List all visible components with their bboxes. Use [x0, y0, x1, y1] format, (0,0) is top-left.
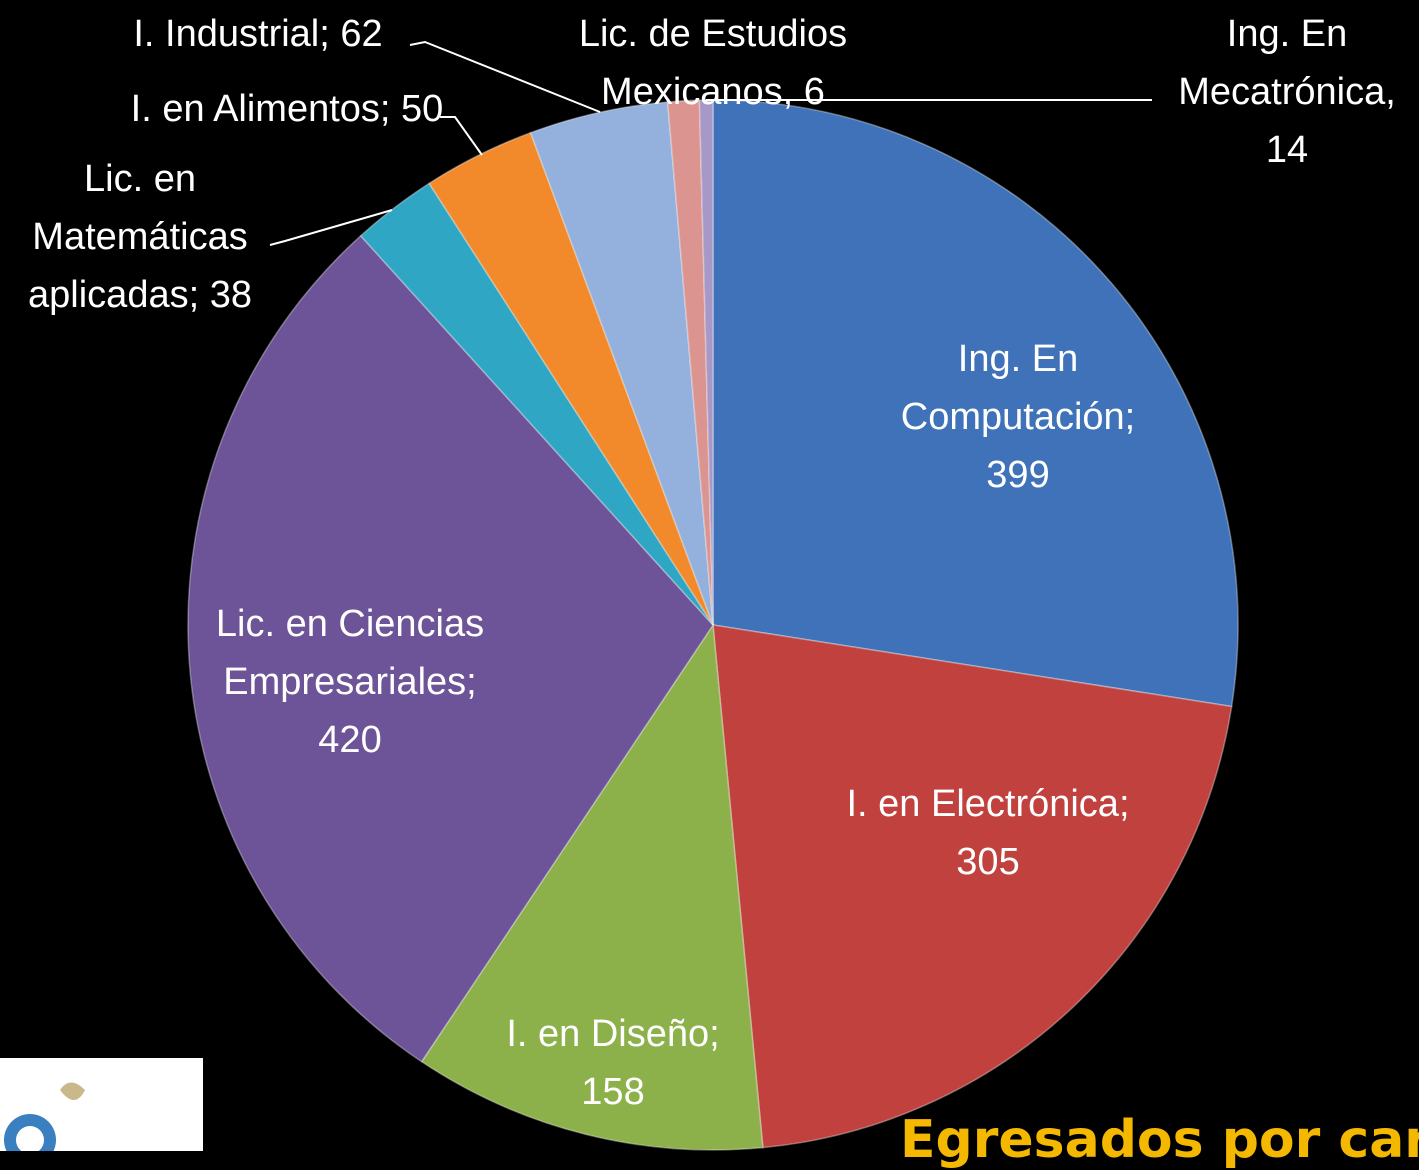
data-label: Lic. en Matemáticas aplicadas; 38	[28, 158, 252, 316]
pie-slice	[666, 99, 714, 626]
data-label: I. en Electrónica; 305	[846, 783, 1130, 883]
data-label: I. en Diseño; 158	[506, 1013, 720, 1113]
data-label: Lic. en Ciencias Empresariales; 420	[215, 603, 485, 761]
data-label: Ing. En Computación; 399	[900, 338, 1136, 496]
data-label: I. en Alimentos; 50	[130, 88, 444, 130]
leader-lines	[269, 40, 1152, 246]
logo-emblem	[60, 1082, 85, 1100]
chart-title: Egresados por car	[900, 1110, 1419, 1170]
pie-slice	[712, 624, 1233, 1149]
leader-line	[440, 116, 483, 156]
pie	[187, 99, 1239, 1151]
pie-slice	[420, 622, 764, 1151]
data-label: Lic. de Estudios Mexicanos, 6	[578, 13, 848, 113]
leader-line	[269, 209, 393, 246]
logo	[0, 1058, 203, 1151]
data-label: I. Industrial; 62	[133, 13, 383, 55]
pie-slice	[428, 131, 714, 626]
leader-line	[409, 40, 601, 113]
pie-slice	[359, 182, 714, 626]
pie-slice	[712, 99, 1239, 708]
pie-slice	[187, 234, 714, 1063]
data-label: Ing. En Mecatrónica, 14	[1178, 13, 1396, 171]
logo-emblem	[16, 1126, 44, 1151]
pie-slice	[529, 101, 714, 626]
